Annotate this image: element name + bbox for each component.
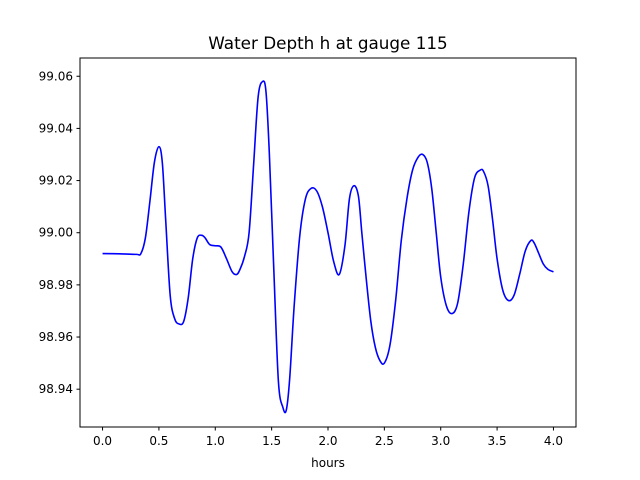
y-tick-label: 99.06 <box>39 69 73 83</box>
axes-frame <box>79 57 577 428</box>
x-tick-label: 2.0 <box>318 434 337 448</box>
y-tick-label: 99.04 <box>39 121 73 135</box>
x-tick-label: 1.0 <box>206 434 225 448</box>
y-tick-label: 99.02 <box>39 174 73 188</box>
y-axis: 98.94 98.96 98.98 99.00 99.02 99.04 99.06 <box>39 69 80 396</box>
x-tick-label: 0.0 <box>93 434 112 448</box>
x-tick-label: 4.0 <box>544 434 563 448</box>
y-tick-label: 98.94 <box>39 382 73 396</box>
x-tick-label: 3.0 <box>431 434 450 448</box>
x-tick-label: 3.5 <box>488 434 507 448</box>
y-tick-label: 99.00 <box>39 226 73 240</box>
x-axis: 0.0 0.5 1.0 1.5 2.0 2.5 3.0 3.5 4.0 <box>93 427 563 448</box>
chart-title: Water Depth h at gauge 115 <box>208 33 447 53</box>
y-tick-label: 98.98 <box>39 278 73 292</box>
x-axis-label: hours <box>311 456 345 470</box>
x-tick-label: 1.5 <box>262 434 281 448</box>
x-tick-label: 0.5 <box>149 434 168 448</box>
y-tick-label: 98.96 <box>39 330 73 344</box>
series-line <box>102 80 554 414</box>
plot-area <box>102 80 554 414</box>
x-tick-label: 2.5 <box>375 434 394 448</box>
